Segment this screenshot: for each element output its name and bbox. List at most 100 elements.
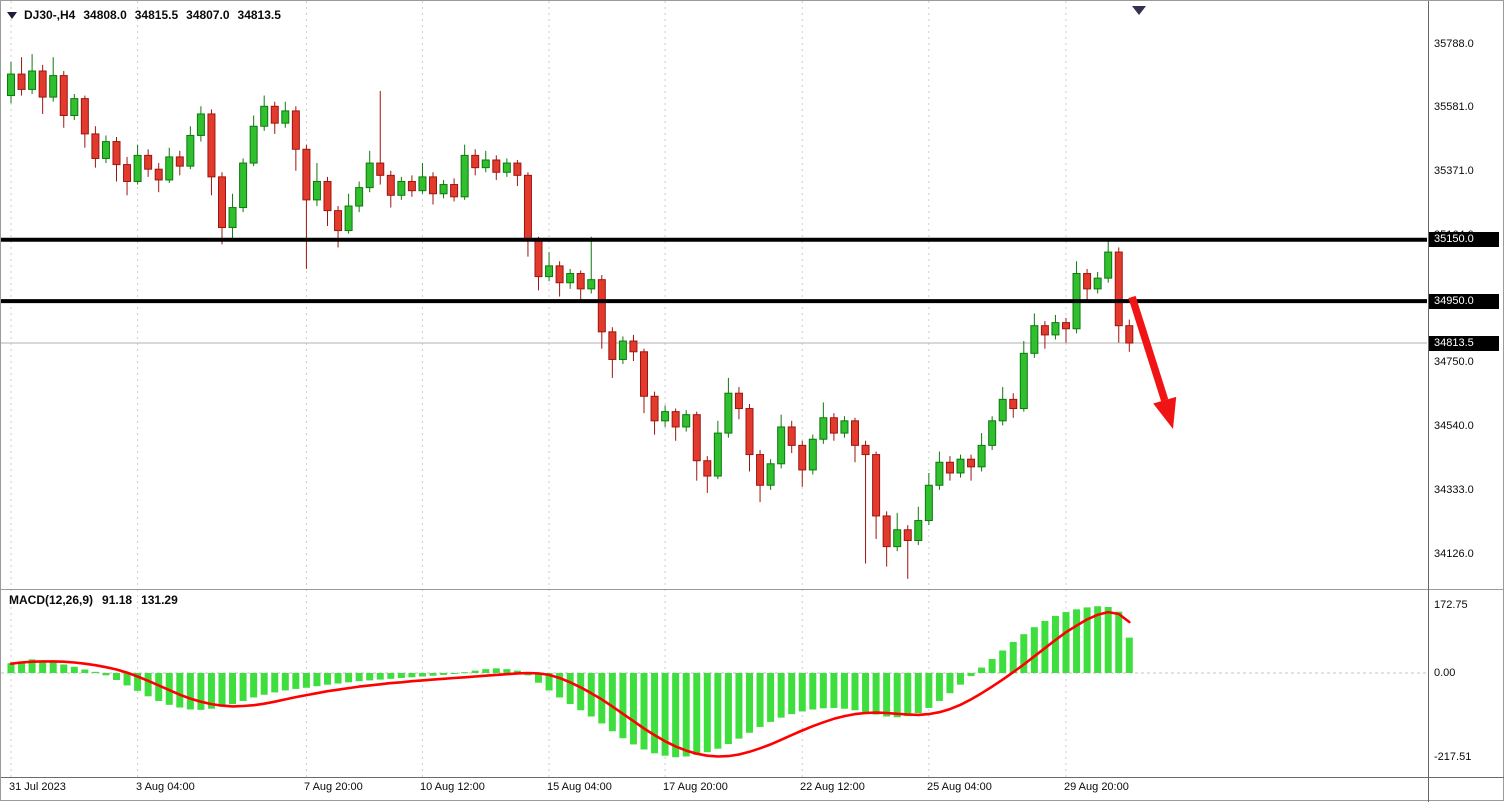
macd-histogram-bar [313, 673, 321, 687]
one-click-trading-expander-icon[interactable] [7, 11, 17, 19]
macd-histogram-bar [355, 673, 363, 682]
macd-histogram-bar [767, 673, 775, 722]
candle-body [207, 113, 216, 178]
macd-histogram-bar [503, 669, 511, 673]
price-axis-tick: 35581.0 [1434, 101, 1474, 113]
macd-histogram-bar [967, 673, 975, 677]
candle-body [1083, 273, 1092, 290]
price-axis[interactable] [1429, 1, 1504, 777]
macd-pane [1, 606, 1427, 758]
candle-body [492, 159, 501, 173]
macd-histogram-bar [260, 673, 268, 695]
candle-body [924, 484, 933, 522]
time-axis-tick: 7 Aug 20:00 [304, 781, 363, 793]
candle-body [808, 438, 817, 471]
candle-body [777, 426, 786, 465]
time-axis-tick: 22 Aug 12:00 [800, 781, 865, 793]
arrow-shaft [1128, 295, 1169, 402]
macd-histogram-bar [144, 673, 152, 697]
candle-body [840, 420, 849, 434]
macd-histogram-bar [914, 673, 922, 713]
candle-body [1114, 251, 1123, 327]
macd-histogram-bar [471, 670, 479, 673]
candle-body [239, 162, 248, 209]
time-axis-tick: 25 Aug 04:00 [927, 781, 992, 793]
candle-body [397, 180, 406, 196]
candle-body [59, 75, 68, 116]
candle-body [523, 174, 532, 241]
macd-histogram-bar [988, 659, 996, 673]
candle-body [798, 444, 807, 471]
candle-body [713, 432, 722, 477]
macd-histogram-bar [239, 673, 247, 701]
candle-body [355, 187, 364, 207]
macd-histogram-bar [39, 660, 47, 673]
macd-histogram-bar [535, 673, 542, 683]
candle-body [1062, 322, 1070, 330]
macd-histogram-bar [714, 673, 722, 749]
macd-indicator-label: MACD(12,26,9) 91.18 131.29 [9, 593, 178, 607]
candle-body [893, 529, 902, 548]
candle-body [439, 184, 448, 195]
down-arrow-annotation [1128, 295, 1177, 429]
current-price-box: 34813.5 [1429, 336, 1499, 351]
macd-histogram-bar [229, 673, 237, 705]
macd-histogram-bar [513, 670, 521, 673]
macd-histogram-bar [387, 673, 395, 679]
macd-histogram-bar [608, 673, 616, 732]
macd-histogram-bar [672, 673, 680, 758]
candle-body [534, 239, 543, 278]
candle-body [618, 340, 627, 360]
macd-histogram-bar [1115, 611, 1123, 673]
macd-histogram-bar [18, 661, 26, 673]
price-axis-tick: 34750.0 [1434, 356, 1474, 368]
macd-histogram-bar [682, 673, 690, 757]
candle-body [49, 75, 58, 98]
macd-histogram-bar [7, 663, 15, 673]
arrow-head-icon [1153, 396, 1177, 429]
candle-body [745, 408, 754, 456]
candle-body [91, 133, 100, 159]
time-axis[interactable] [1, 778, 1504, 801]
macd-histogram-bar [70, 666, 78, 673]
macd-histogram-bar [1094, 606, 1102, 673]
macd-histogram-bar [271, 673, 279, 693]
macd-histogram-bar [851, 673, 859, 711]
macd-histogram-bar [935, 673, 943, 701]
macd-histogram-bar [429, 673, 437, 676]
candle-body [28, 70, 37, 90]
macd-histogram-bar [1009, 641, 1017, 673]
candle-body [903, 529, 912, 541]
candle-body [260, 105, 269, 127]
candle-body [165, 156, 174, 181]
macd-axis-tick: 0.00 [1434, 667, 1456, 679]
macd-histogram-bar [113, 673, 120, 680]
candle-body [819, 417, 828, 440]
macd-histogram-bar [830, 673, 838, 708]
candle-body [555, 265, 564, 284]
candle-body [587, 279, 596, 290]
macd-histogram-bar [629, 673, 637, 745]
ohlc-high: 34815.5 [134, 8, 179, 22]
candle-body [154, 168, 163, 181]
candle-body [7, 73, 15, 97]
macd-histogram-bar [809, 673, 817, 710]
candle-body [872, 454, 881, 517]
candle-body [650, 395, 659, 422]
macd-histogram-bar [1051, 615, 1059, 673]
candle-body [450, 184, 459, 198]
candle-body [17, 73, 26, 90]
candle-body [861, 444, 870, 456]
macd-histogram-bar [60, 664, 68, 673]
candle-body [101, 141, 110, 159]
candle-body [38, 70, 47, 98]
candle-body [935, 461, 944, 486]
macd-histogram-bar [49, 662, 57, 673]
candle-body [545, 265, 554, 278]
macd-name: MACD(12,26,9) [9, 593, 94, 607]
candle-body [724, 392, 733, 434]
candle-body [1040, 325, 1049, 336]
macd-histogram-bar [176, 673, 184, 708]
candle-body [418, 176, 427, 192]
